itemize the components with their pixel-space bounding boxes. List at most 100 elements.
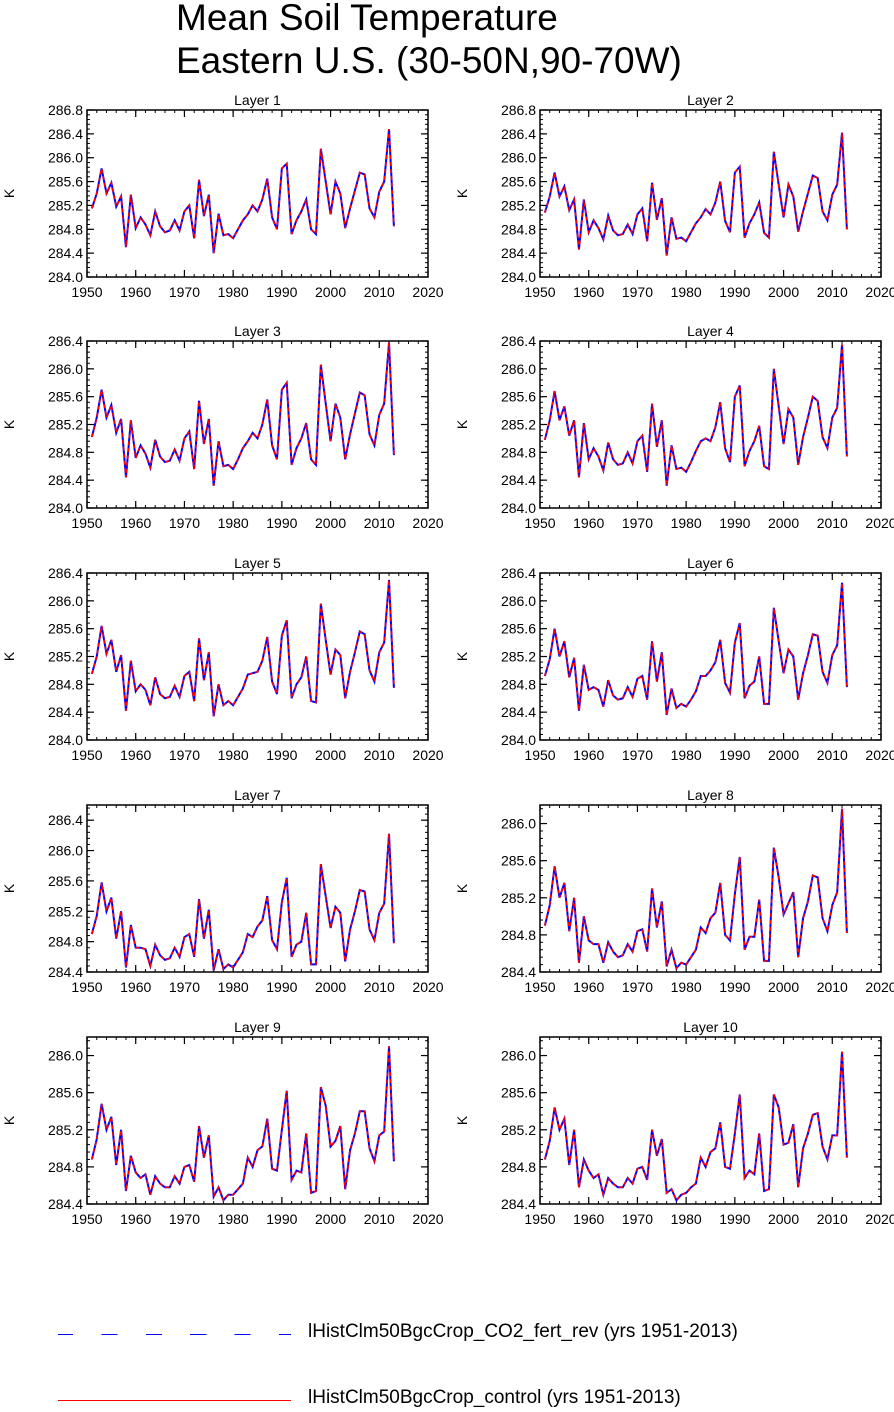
x-tick-label: 1980: [671, 747, 702, 763]
y-tick-label: 286.8: [501, 102, 536, 118]
y-tick-label: 284.8: [48, 221, 83, 237]
y-tick-label: 286.0: [501, 150, 536, 166]
y-tick-label: 284.4: [48, 245, 83, 261]
x-tick-label: 1990: [719, 979, 750, 995]
x-tick-label: 1970: [169, 979, 200, 995]
x-tick-label: 1980: [218, 1211, 249, 1227]
x-tick-label: 1980: [218, 515, 249, 531]
series-line-co2-fert-rev: [543, 808, 848, 971]
y-tick-label: 286.0: [501, 1048, 536, 1064]
panel-1: Layer 1 K 1950 1960 1970 1980 1990 2000 2010 2020…: [1, 92, 444, 300]
y-tick-label: 285.2: [501, 649, 536, 665]
x-tick-label: 1970: [169, 284, 200, 300]
y-tick-label: 285.2: [48, 903, 83, 919]
series-line-control: [91, 579, 395, 717]
x-tick-label: 1990: [266, 284, 297, 300]
y-tick-label: 284.0: [501, 500, 536, 516]
x-tick-label: 1950: [524, 747, 555, 763]
y-axis-label: K: [454, 651, 470, 661]
x-tick-label: 2020: [865, 979, 894, 995]
panel-8: Layer 8 K 1950 1960 1970 1980 1990 2000 2010 2020…: [454, 787, 894, 995]
x-tick-label: 1960: [573, 979, 604, 995]
y-tick-label: 285.2: [501, 417, 536, 433]
x-tick-label: 2020: [865, 284, 894, 300]
x-tick-label: 1970: [169, 515, 200, 531]
y-tick-label: 286.0: [501, 593, 536, 609]
series-line-co2-fert-rev: [90, 128, 395, 254]
panel-title: Layer 4: [687, 323, 734, 339]
y-tick-label: 284.4: [501, 245, 536, 261]
y-tick-label: 285.6: [501, 389, 536, 405]
y-tick-label: 286.0: [48, 843, 83, 859]
x-tick-label: 1970: [622, 515, 653, 531]
x-tick-label: 2020: [865, 747, 894, 763]
x-tick-label: 1950: [524, 284, 555, 300]
y-axis-label: K: [1, 188, 17, 198]
y-tick-label: 284.8: [48, 1159, 83, 1175]
series-line-control: [544, 1051, 848, 1202]
x-tick-label: 1960: [120, 979, 151, 995]
series-line-control: [91, 833, 395, 971]
plot-frame: [539, 340, 882, 509]
panel-6: Layer 6 K 1950 1960 1970 1980 1990 2000 2010 2020…: [454, 555, 894, 763]
x-tick-label: 1960: [573, 515, 604, 531]
x-tick-label: 1970: [622, 979, 653, 995]
y-tick-label: 284.8: [501, 927, 536, 943]
series-line-control: [544, 344, 848, 486]
y-tick-label: 286.4: [501, 333, 536, 349]
x-tick-label: 1960: [573, 747, 604, 763]
x-tick-label: 2000: [768, 515, 799, 531]
x-tick-label: 1950: [71, 1211, 102, 1227]
x-tick-label: 2000: [315, 1211, 346, 1227]
x-tick-label: 2000: [768, 1211, 799, 1227]
y-tick-label: 286.4: [501, 126, 536, 142]
y-tick-label: 284.0: [48, 732, 83, 748]
series-line-co2-fert-rev: [90, 579, 395, 717]
y-tick-label: 285.6: [501, 853, 536, 869]
y-tick-label: 284.4: [501, 704, 536, 720]
x-tick-label: 1970: [622, 1211, 653, 1227]
y-tick-label: 285.2: [48, 1122, 83, 1138]
series-line-control: [544, 582, 848, 716]
y-tick-label: 284.8: [48, 444, 83, 460]
y-tick-label: 284.8: [501, 444, 536, 460]
series-line-control: [544, 132, 848, 256]
x-tick-label: 2010: [817, 284, 848, 300]
y-tick-label: 284.4: [48, 704, 83, 720]
x-tick-label: 2020: [412, 515, 443, 531]
x-tick-label: 1980: [671, 284, 702, 300]
panel-title: Layer 5: [234, 555, 281, 571]
y-tick-label: 286.4: [48, 812, 83, 828]
panel-2: Layer 2 K 1950 1960 1970 1980 1990 2000 2010 2020…: [454, 92, 894, 300]
x-tick-label: 1950: [524, 1211, 555, 1227]
x-tick-label: 1970: [622, 284, 653, 300]
y-tick-label: 286.0: [48, 1048, 83, 1064]
x-tick-label: 2010: [817, 1211, 848, 1227]
x-tick-label: 2000: [768, 284, 799, 300]
panel-title: Layer 3: [234, 323, 281, 339]
x-tick-label: 2000: [315, 515, 346, 531]
y-tick-label: 284.4: [48, 964, 83, 980]
x-tick-label: 1960: [120, 747, 151, 763]
plot-frame: [86, 572, 429, 741]
y-tick-label: 286.4: [501, 565, 536, 581]
y-tick-label: 284.8: [501, 1159, 536, 1175]
x-tick-label: 1950: [71, 747, 102, 763]
x-tick-label: 2000: [315, 747, 346, 763]
x-tick-label: 1970: [169, 1211, 200, 1227]
legend-label-co2-fert-rev: lHistClm50BgcCrop_CO2_fert_rev (yrs 1951…: [308, 1321, 738, 1342]
y-tick-label: 285.6: [501, 174, 536, 190]
x-tick-label: 2020: [412, 284, 443, 300]
plot-frame: [86, 109, 429, 278]
plot-frame: [86, 804, 429, 973]
panel-title: Layer 10: [683, 1019, 738, 1035]
x-tick-label: 2020: [412, 979, 443, 995]
series-line-co2-fert-rev: [543, 582, 848, 716]
y-tick-label: 286.8: [48, 102, 83, 118]
y-axis-label: K: [454, 419, 470, 429]
x-tick-label: 1990: [719, 515, 750, 531]
y-tick-label: 286.0: [501, 816, 536, 832]
x-tick-label: 1990: [266, 747, 297, 763]
x-tick-label: 1950: [71, 515, 102, 531]
x-tick-label: 1980: [671, 979, 702, 995]
